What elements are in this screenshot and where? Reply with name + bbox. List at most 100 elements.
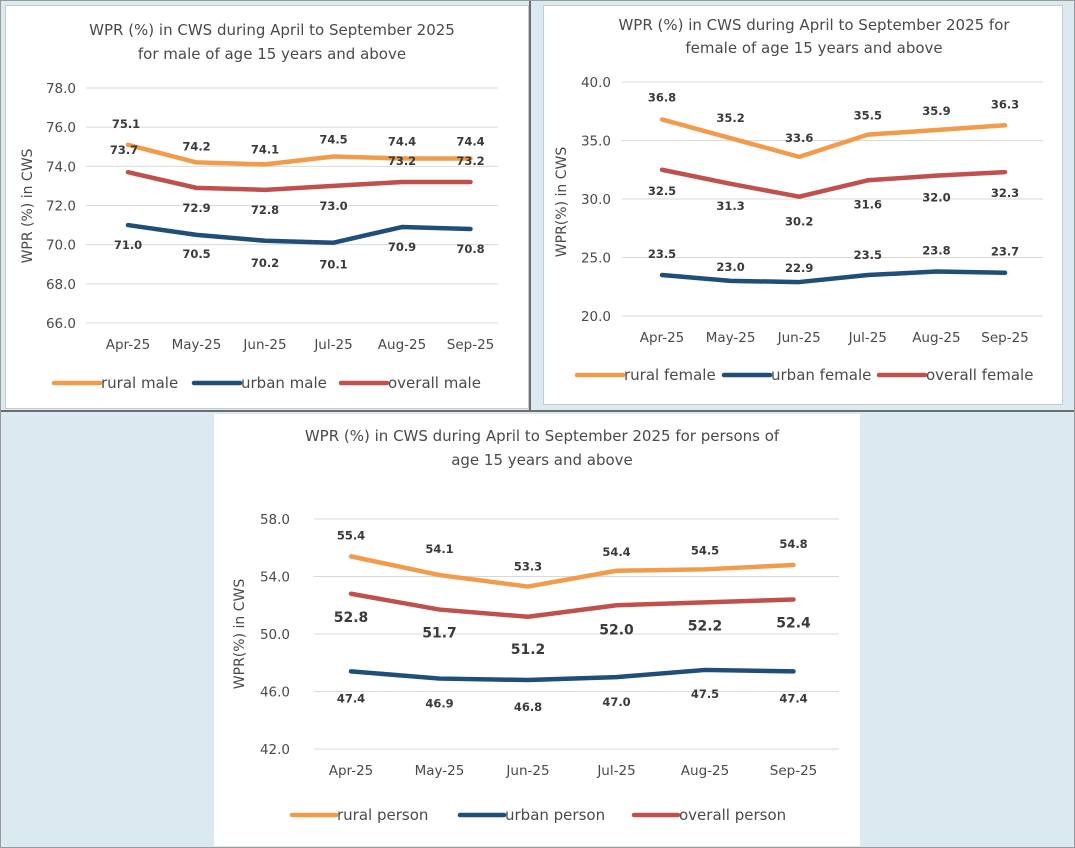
data-label: 73.2 bbox=[388, 154, 416, 168]
y-tick-label: 40.0 bbox=[581, 75, 611, 91]
data-label: 31.3 bbox=[716, 199, 744, 213]
data-label: 23.5 bbox=[854, 248, 882, 262]
y-tick-label: 20.0 bbox=[581, 309, 611, 325]
data-label: 70.9 bbox=[388, 240, 416, 254]
x-tick-label: Sep-25 bbox=[981, 330, 1029, 346]
legend-label: urban male bbox=[241, 374, 327, 392]
legend-label: rural female bbox=[624, 366, 716, 384]
y-tick-label: 42.0 bbox=[260, 742, 290, 758]
data-label: 32.5 bbox=[648, 184, 676, 198]
chart-female: WPR (%) in CWS during April to September… bbox=[554, 16, 1043, 384]
data-label: 30.2 bbox=[785, 215, 813, 229]
y-tick-label: 66.0 bbox=[46, 316, 76, 332]
x-tick-label: Jun-25 bbox=[242, 337, 286, 353]
data-label: 54.8 bbox=[779, 537, 807, 551]
x-tick-label: Sep-25 bbox=[447, 337, 495, 353]
data-label: 47.0 bbox=[602, 695, 630, 709]
y-tick-label: 58.0 bbox=[260, 512, 290, 528]
legend-label: urban female bbox=[771, 366, 871, 384]
data-label: 47.4 bbox=[779, 691, 807, 705]
legend-label: rural person bbox=[337, 806, 428, 824]
data-label: 47.4 bbox=[337, 691, 365, 705]
data-label: 74.5 bbox=[319, 133, 347, 147]
legend-label: overall female bbox=[926, 366, 1033, 384]
chart-male: WPR (%) in CWS during April to September… bbox=[20, 21, 498, 392]
legend-label: overall person bbox=[679, 806, 786, 824]
x-tick-label: May-25 bbox=[172, 337, 222, 353]
x-tick-label: Aug-25 bbox=[681, 763, 729, 779]
data-label: 72.8 bbox=[251, 203, 279, 217]
x-tick-label: Apr-25 bbox=[106, 337, 151, 353]
y-tick-label: 50.0 bbox=[260, 627, 290, 643]
data-label: 36.3 bbox=[991, 97, 1019, 111]
data-label: 23.8 bbox=[922, 244, 950, 258]
data-label: 70.5 bbox=[182, 247, 210, 261]
x-tick-label: Apr-25 bbox=[329, 763, 374, 779]
y-tick-label: 72.0 bbox=[46, 199, 76, 215]
chart-title: age 15 years and above bbox=[451, 451, 633, 469]
y-tick-label: 46.0 bbox=[260, 685, 290, 701]
x-tick-label: Jul-25 bbox=[313, 337, 352, 353]
y-tick-label: 25.0 bbox=[581, 251, 611, 267]
chart-panel-person: WPR (%) in CWS during April to September… bbox=[214, 414, 860, 846]
data-label: 71.0 bbox=[114, 238, 142, 252]
series-line-urban-male bbox=[125, 222, 473, 245]
x-tick-label: May-25 bbox=[706, 330, 756, 346]
x-tick-label: Jul-25 bbox=[596, 763, 635, 779]
legend-label: overall male bbox=[388, 374, 481, 392]
data-label: 74.2 bbox=[182, 139, 210, 153]
x-tick-label: Aug-25 bbox=[378, 337, 426, 353]
data-label: 55.4 bbox=[337, 528, 365, 542]
data-label: 23.5 bbox=[648, 247, 676, 261]
y-tick-label: 54.0 bbox=[260, 570, 290, 586]
data-label: 22.9 bbox=[785, 261, 813, 275]
data-label: 32.3 bbox=[991, 186, 1019, 200]
data-label: 47.5 bbox=[691, 687, 719, 701]
data-label: 23.0 bbox=[716, 260, 744, 274]
y-tick-label: 78.0 bbox=[46, 81, 76, 97]
data-label: 46.9 bbox=[425, 697, 453, 711]
data-label: 74.1 bbox=[251, 142, 279, 156]
y-axis-label: WPR(%) in CWS bbox=[554, 147, 570, 258]
data-label: 74.4 bbox=[388, 135, 416, 149]
x-tick-label: Jun-25 bbox=[777, 330, 821, 346]
series-line-rural-female bbox=[659, 117, 1008, 160]
y-tick-label: 70.0 bbox=[46, 238, 76, 254]
data-label: 36.8 bbox=[648, 90, 676, 104]
data-label: 35.5 bbox=[854, 109, 882, 123]
series-line-overall-female bbox=[659, 167, 1008, 199]
chart-title: WPR (%) in CWS during April to September… bbox=[89, 21, 455, 39]
data-label: 70.8 bbox=[456, 242, 484, 256]
data-label: 32.0 bbox=[922, 191, 950, 205]
series-line-urban-female bbox=[659, 269, 1008, 285]
y-tick-label: 76.0 bbox=[46, 120, 76, 136]
data-label: 70.2 bbox=[251, 256, 279, 270]
chart-title: WPR (%) in CWS during April to September… bbox=[618, 16, 1010, 34]
data-label: 35.2 bbox=[716, 111, 744, 125]
series-line-rural-male bbox=[125, 142, 473, 167]
chart-title: WPR (%) in CWS during April to September… bbox=[305, 427, 780, 445]
data-label: 74.4 bbox=[456, 135, 484, 149]
y-axis-label: WPR(%) in CWS bbox=[232, 579, 248, 690]
data-label: 73.2 bbox=[456, 154, 484, 168]
x-tick-label: Jul-25 bbox=[848, 330, 887, 346]
y-tick-label: 74.0 bbox=[46, 159, 76, 175]
data-label: 52.8 bbox=[334, 610, 369, 626]
data-label: 72.9 bbox=[182, 201, 210, 215]
y-axis-label: WPR (%) in CWS bbox=[20, 148, 36, 263]
chart-title: for male of age 15 years and above bbox=[138, 45, 406, 63]
data-label: 75.1 bbox=[112, 117, 140, 131]
x-tick-label: Aug-25 bbox=[912, 330, 960, 346]
data-label: 33.6 bbox=[785, 131, 813, 145]
y-tick-label: 30.0 bbox=[581, 192, 611, 208]
data-label: 51.7 bbox=[422, 626, 457, 642]
data-label: 35.9 bbox=[922, 104, 950, 118]
x-tick-label: Sep-25 bbox=[770, 763, 818, 779]
data-label: 51.2 bbox=[511, 642, 546, 658]
y-tick-label: 68.0 bbox=[46, 277, 76, 293]
data-label: 73.0 bbox=[319, 199, 347, 213]
chart-title: female of age 15 years and above bbox=[685, 39, 942, 57]
x-tick-label: May-25 bbox=[415, 763, 465, 779]
y-tick-label: 35.0 bbox=[581, 134, 611, 150]
chart-panel-male: WPR (%) in CWS during April to September… bbox=[5, 5, 529, 409]
